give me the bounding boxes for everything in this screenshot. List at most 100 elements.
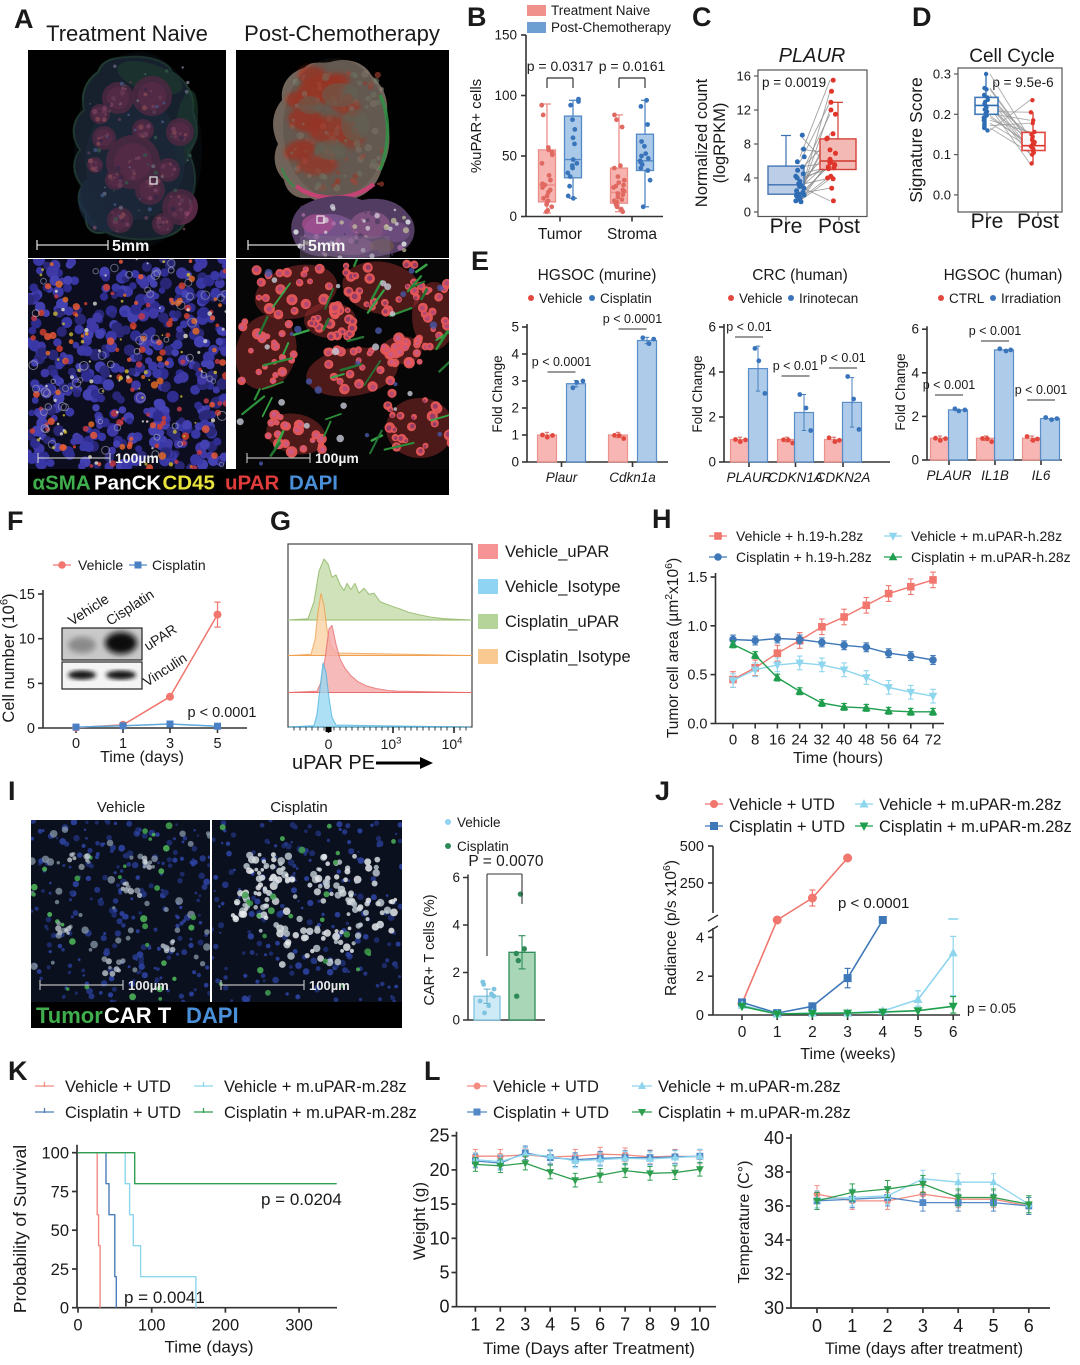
svg-text:Time (hours): Time (hours) (793, 750, 883, 767)
svg-text:0.0: 0.0 (933, 187, 951, 202)
svg-text:Post-Chemotherapy: Post-Chemotherapy (551, 20, 671, 35)
svg-text:HGSOC (murine): HGSOC (murine) (538, 267, 657, 284)
svg-text:36: 36 (764, 1196, 784, 1216)
svg-text:Time (days): Time (days) (100, 749, 184, 766)
svg-text:uPAR: uPAR (141, 621, 180, 654)
svg-text:0: 0 (60, 1300, 69, 1318)
svg-text:3: 3 (918, 1316, 928, 1336)
svg-text:5: 5 (213, 736, 221, 752)
svg-text:2: 2 (696, 969, 704, 985)
svg-text:1.0: 1.0 (687, 619, 707, 635)
svg-text:38: 38 (764, 1162, 784, 1182)
svg-text:100: 100 (138, 1317, 166, 1335)
svg-text:Cell Cycle: Cell Cycle (969, 46, 1055, 67)
svg-text:G: G (270, 506, 291, 536)
svg-text:6: 6 (1024, 1316, 1034, 1336)
svg-text:2: 2 (708, 410, 716, 425)
svg-text:104: 104 (442, 736, 463, 752)
svg-text:300: 300 (285, 1317, 313, 1335)
svg-text:uPAR: uPAR (225, 472, 279, 495)
svg-text:0.3: 0.3 (933, 67, 951, 82)
svg-text:1: 1 (773, 1024, 782, 1041)
svg-text:30: 30 (764, 1298, 784, 1318)
svg-text:3: 3 (511, 374, 519, 389)
svg-text:6: 6 (452, 870, 460, 885)
svg-text:4: 4 (878, 1024, 887, 1041)
svg-text:3: 3 (166, 736, 174, 752)
svg-text:0: 0 (729, 732, 737, 749)
svg-text:0: 0 (72, 736, 80, 752)
svg-text:Time (days): Time (days) (164, 1338, 253, 1357)
svg-text:20: 20 (429, 1160, 449, 1180)
svg-text:75: 75 (51, 1184, 69, 1202)
svg-text:Post-Chemotherapy: Post-Chemotherapy (244, 21, 440, 46)
svg-text:p < 0.0001: p < 0.0001 (188, 705, 257, 721)
svg-text:Cisplatin: Cisplatin (152, 557, 206, 573)
svg-text:Time (Days after Treatment): Time (Days after Treatment) (483, 1339, 695, 1358)
svg-text:Cisplatin + UTD: Cisplatin + UTD (729, 818, 845, 836)
svg-text:5mm: 5mm (308, 238, 345, 255)
svg-text:CDKN2A: CDKN2A (816, 470, 871, 485)
svg-text:5: 5 (511, 320, 519, 335)
svg-text:103: 103 (381, 736, 402, 752)
svg-text:200: 200 (212, 1317, 240, 1335)
svg-text:0: 0 (27, 721, 35, 737)
svg-text:0: 0 (696, 1008, 704, 1024)
svg-text:Pre: Pre (971, 210, 1004, 233)
svg-text:CDKN1A: CDKN1A (768, 470, 823, 485)
svg-text:64: 64 (902, 732, 919, 749)
svg-text:4: 4 (953, 1316, 963, 1336)
svg-text:C: C (692, 2, 712, 32)
svg-text:Cisplatin: Cisplatin (600, 291, 652, 306)
svg-text:Irradiation: Irradiation (1001, 291, 1061, 306)
svg-text:Vinculin: Vinculin (140, 650, 190, 690)
svg-text:K: K (8, 1056, 28, 1086)
svg-text:Vehicle: Vehicle (78, 557, 123, 573)
svg-text:9: 9 (670, 1315, 680, 1335)
svg-text:PLAUR: PLAUR (926, 468, 971, 483)
svg-text:10: 10 (429, 1228, 449, 1248)
svg-text:Cell number (106 ): Cell number (106 ) (0, 593, 18, 722)
svg-text:100µm: 100µm (128, 978, 169, 993)
svg-text:p < 0.01: p < 0.01 (773, 359, 819, 373)
svg-text:Tumor cell area (µm2 x106 ): Tumor cell area (µm2 x106 ) (663, 558, 682, 738)
svg-text:Vehicle: Vehicle (457, 815, 501, 830)
svg-text:Cisplatin: Cisplatin (270, 799, 328, 816)
svg-text:Tumor: Tumor (538, 226, 582, 243)
svg-text:50: 50 (502, 149, 517, 164)
svg-text:B: B (467, 2, 487, 32)
svg-text:IL6: IL6 (1032, 468, 1051, 483)
svg-text:5: 5 (914, 1024, 923, 1041)
svg-text:Weight (g): Weight (g) (410, 1182, 429, 1260)
svg-text:Plaur: Plaur (546, 470, 578, 485)
svg-text:3: 3 (843, 1024, 852, 1041)
svg-text:Vehicle + UTD: Vehicle + UTD (65, 1078, 171, 1096)
svg-text:CTRL: CTRL (949, 291, 985, 306)
svg-text:Time (days after treatment): Time (days after treatment) (825, 1340, 1023, 1358)
svg-text:H: H (652, 504, 672, 534)
svg-text:Pre: Pre (770, 215, 803, 238)
svg-text:6: 6 (911, 322, 919, 337)
svg-text:I: I (8, 776, 16, 806)
svg-text:IL1B: IL1B (981, 468, 1009, 483)
svg-text:p < 0.001: p < 0.001 (1015, 383, 1068, 397)
svg-text:p = 0.0161: p = 0.0161 (599, 58, 666, 74)
svg-text:Vehicle_Isotype: Vehicle_Isotype (505, 578, 621, 596)
svg-text:Cdkn1a: Cdkn1a (609, 470, 656, 485)
svg-text:100: 100 (494, 88, 517, 103)
svg-text:500: 500 (680, 839, 704, 855)
svg-text:25: 25 (429, 1126, 449, 1146)
svg-text:DAPI: DAPI (186, 1003, 239, 1028)
svg-text:p < 0.001: p < 0.001 (923, 378, 976, 392)
svg-text:Treatment Naive: Treatment Naive (551, 3, 650, 18)
svg-text:0: 0 (744, 205, 751, 220)
svg-text:40: 40 (764, 1128, 784, 1148)
svg-text:16: 16 (737, 69, 751, 84)
svg-text:Vehicle: Vehicle (97, 799, 145, 816)
svg-text:p = 0.0041: p = 0.0041 (124, 1288, 205, 1307)
svg-text:0: 0 (708, 455, 716, 470)
svg-text:0.1: 0.1 (933, 147, 951, 162)
svg-text:100µm: 100µm (309, 978, 350, 993)
svg-text:Vehicle + m.uPAR-m.28z: Vehicle + m.uPAR-m.28z (879, 796, 1062, 814)
svg-text:1: 1 (470, 1315, 480, 1335)
